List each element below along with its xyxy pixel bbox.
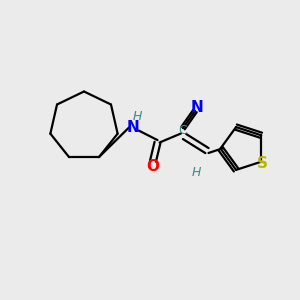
Text: O: O — [146, 159, 160, 174]
Text: H: H — [192, 166, 201, 179]
Text: H: H — [132, 110, 142, 123]
Text: C: C — [178, 124, 188, 137]
Text: N: N — [190, 100, 203, 116]
Text: S: S — [257, 156, 268, 171]
Text: N: N — [127, 120, 140, 135]
